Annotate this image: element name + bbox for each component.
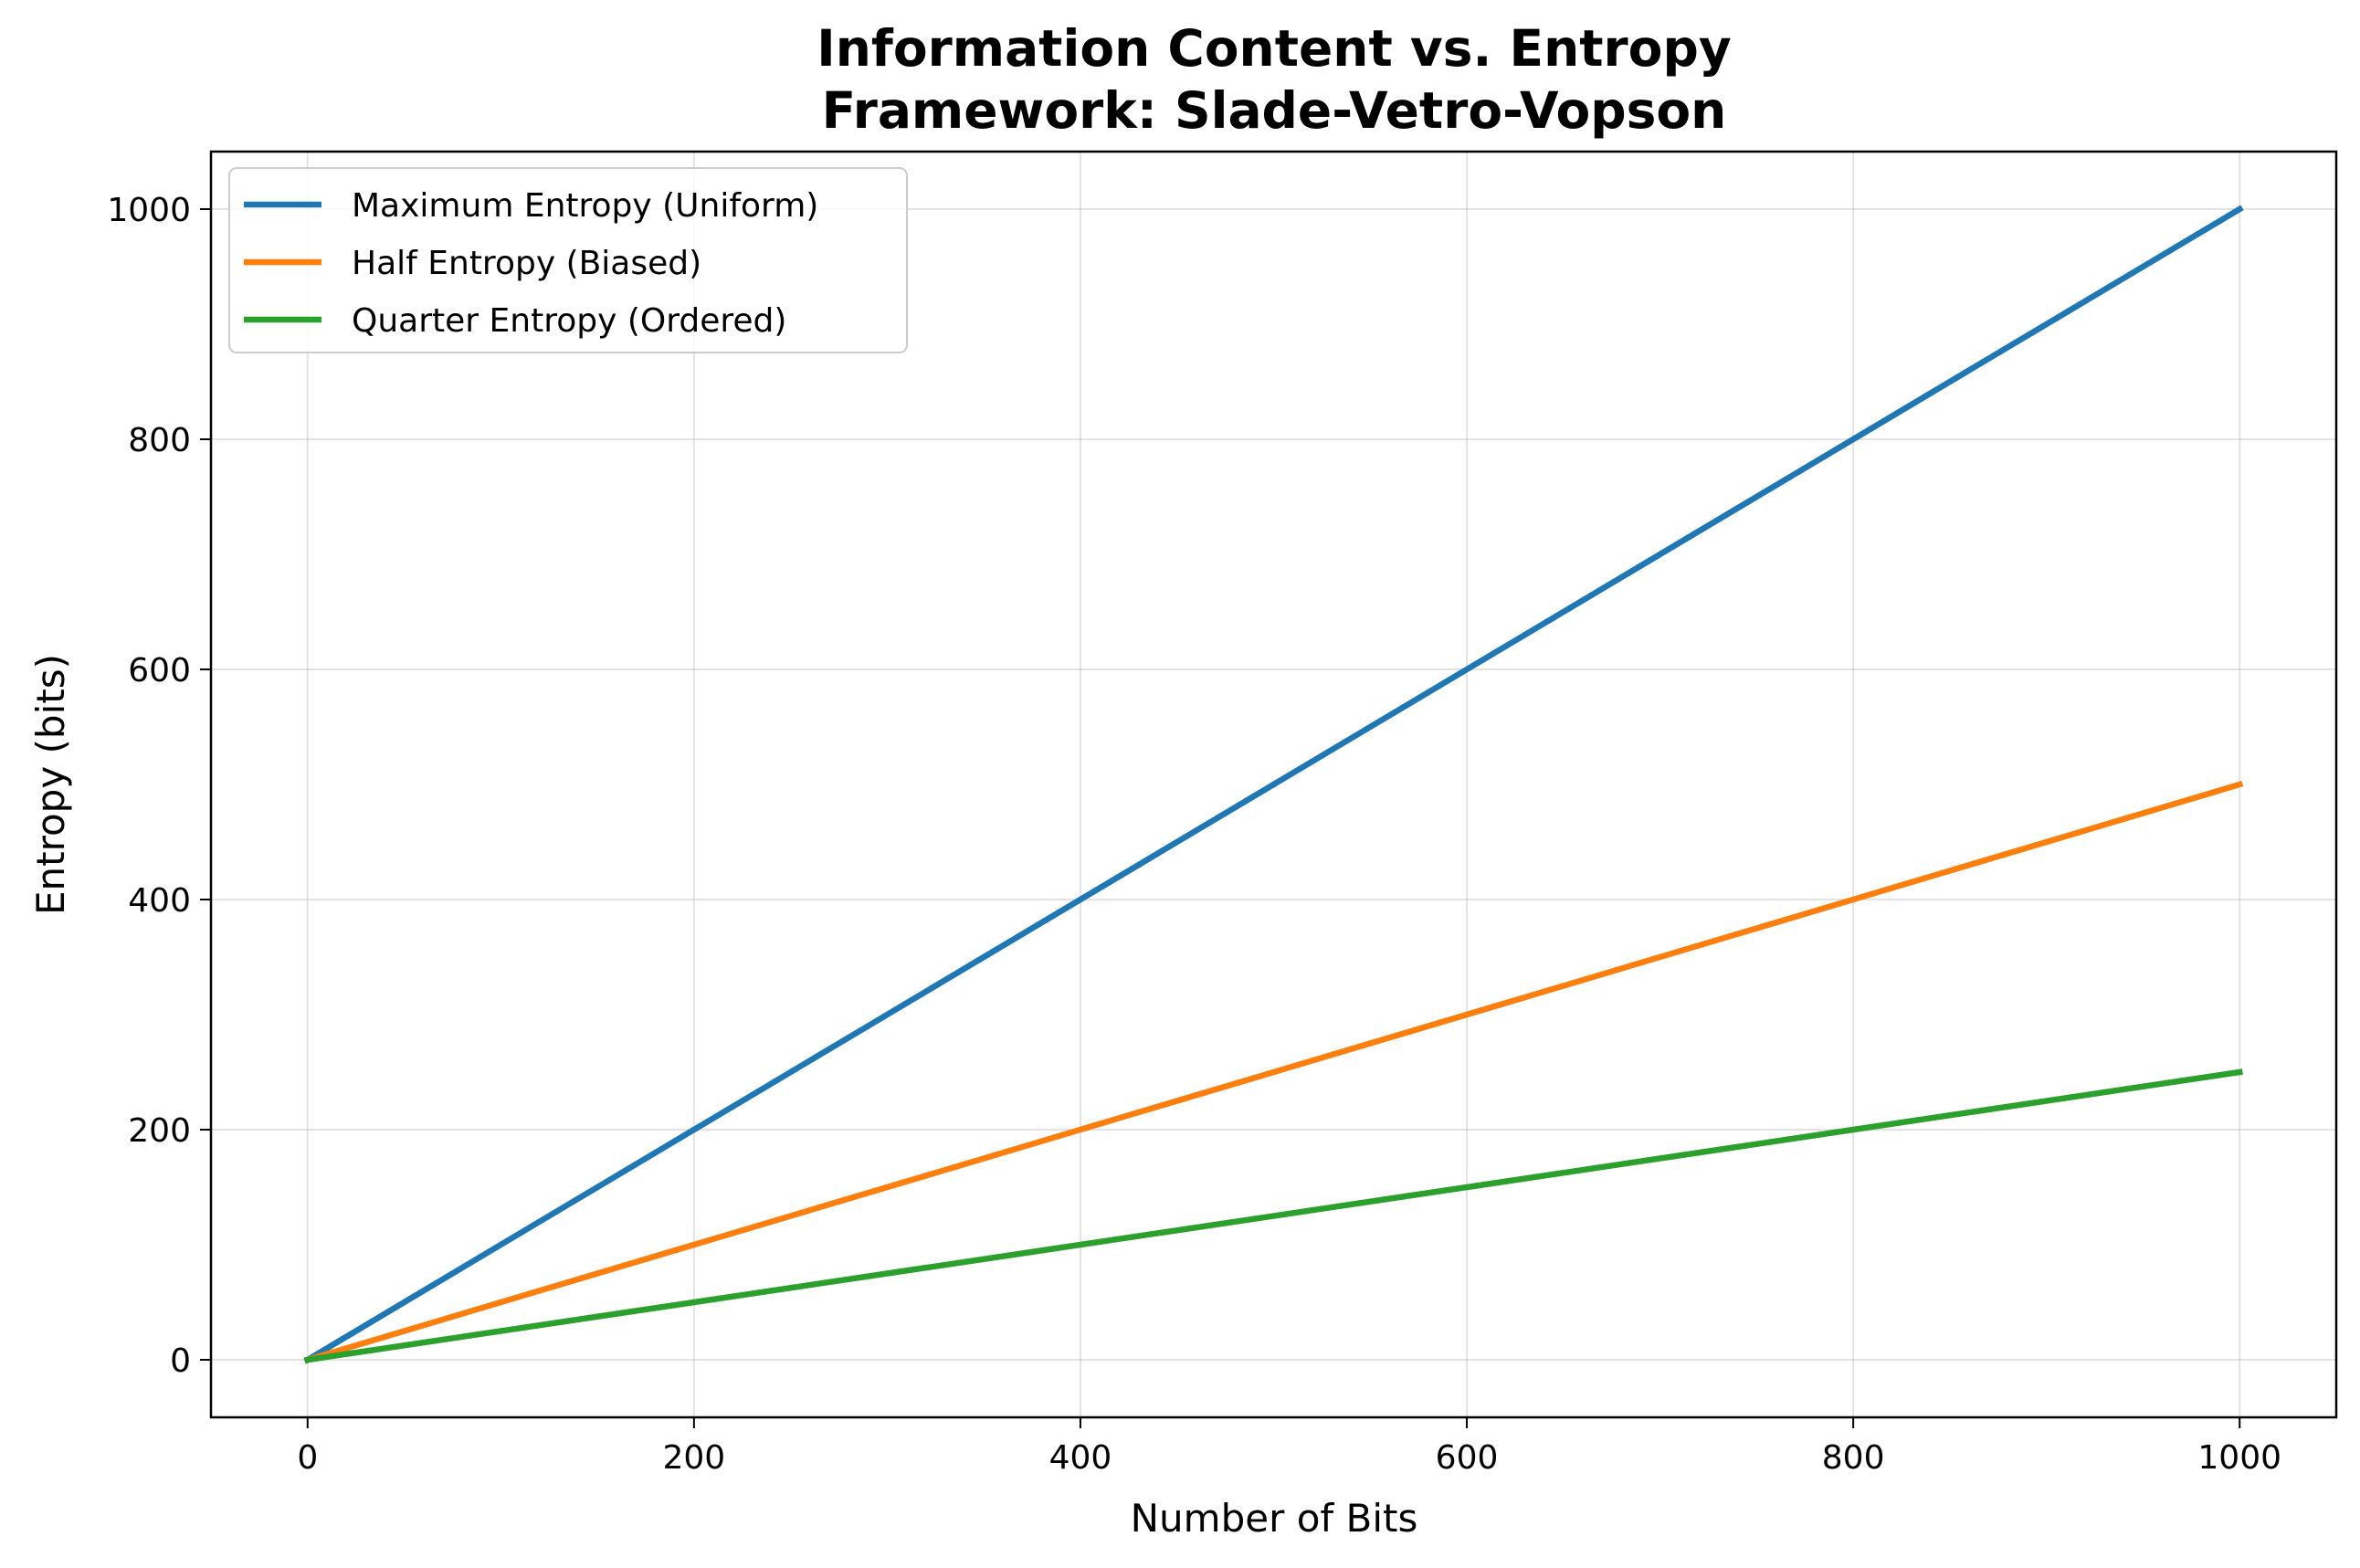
axis-ticks: 0 200 400 600 800 1000 0 200 400 600 800 1000 [107, 192, 2281, 1477]
x-axis-label: Number of Bits [1131, 1496, 1418, 1541]
legend: Maximum Entropy (Uniform) Half Entropy (B… [228, 167, 908, 353]
chart-subtitle: Framework: Slade-Vetro-Vopson [822, 81, 1727, 140]
legend-label: Half Entropy (Biased) [352, 245, 701, 282]
series-line [303, 780, 2244, 1364]
x-tick-label: 800 [1822, 1439, 1885, 1477]
y-tick-label: 1000 [107, 192, 191, 229]
x-tick-label: 200 [663, 1439, 726, 1477]
chart-title: Information Content vs. Entropy [817, 19, 1731, 78]
series-lines [303, 205, 2244, 1364]
legend-box [228, 167, 908, 353]
y-tick-label: 800 [128, 422, 191, 459]
y-tick-label: 400 [128, 882, 191, 920]
x-tick-label: 0 [297, 1439, 318, 1477]
x-tick-label: 600 [1436, 1439, 1499, 1477]
series-line [303, 205, 2244, 1364]
y-tick-label: 0 [170, 1342, 191, 1380]
plot-area-frame [209, 150, 2338, 1419]
legend-label: Maximum Entropy (Uniform) [352, 187, 818, 225]
x-tick-label: 400 [1049, 1439, 1112, 1477]
y-tick-label: 200 [128, 1112, 191, 1150]
y-tick-label: 600 [128, 652, 191, 689]
series-line [304, 1068, 2243, 1363]
x-tick-label: 1000 [2197, 1439, 2281, 1477]
legend-label: Quarter Entropy (Ordered) [352, 302, 786, 340]
grid [211, 152, 2336, 1417]
y-axis-label: Entropy (bits) [28, 654, 73, 915]
